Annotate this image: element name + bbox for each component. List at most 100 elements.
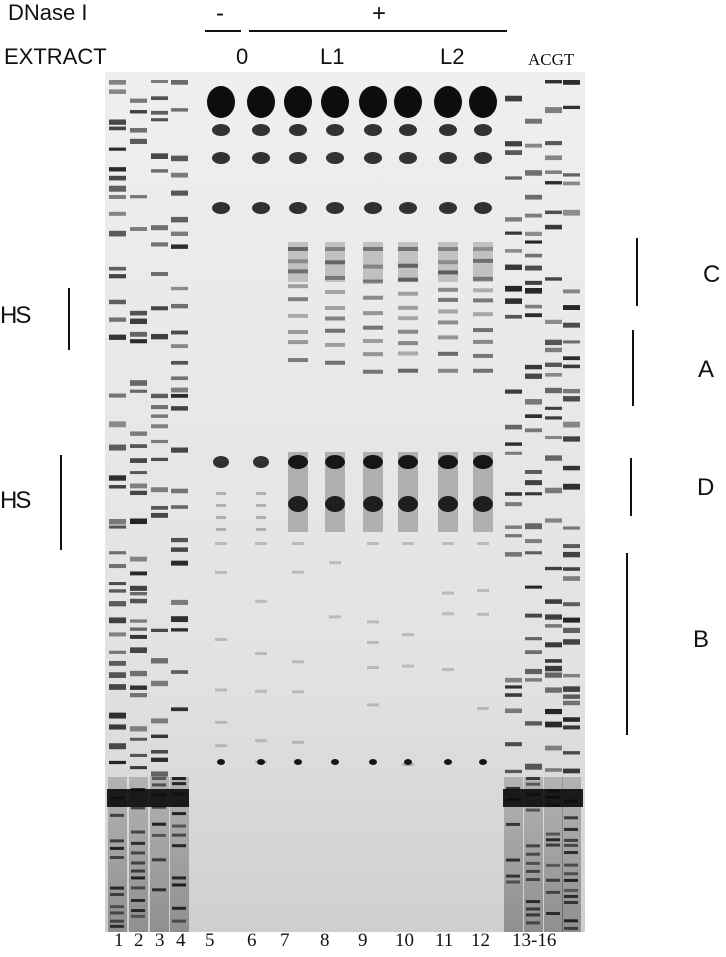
- ladder-band: [130, 444, 147, 448]
- band: [438, 335, 458, 340]
- ladder-band: [109, 601, 126, 607]
- band: [402, 542, 414, 545]
- band: [252, 124, 270, 136]
- ladder-band: [545, 642, 562, 648]
- band: [363, 455, 383, 469]
- band: [326, 124, 344, 136]
- ladder-band: [152, 777, 166, 780]
- ladder-band: [151, 424, 168, 429]
- ladder-band: [171, 172, 188, 178]
- region-d-label: D: [697, 474, 715, 501]
- ladder-band: [564, 901, 578, 905]
- ladder-band: [546, 863, 560, 867]
- lane-smear: [288, 452, 308, 532]
- ladder-band: [110, 919, 124, 923]
- ladder-band: [171, 406, 188, 411]
- band: [367, 666, 379, 670]
- dnase-minus: -: [216, 0, 224, 27]
- ladder-band: [131, 914, 145, 918]
- band: [256, 504, 266, 507]
- band: [212, 202, 230, 214]
- ladder-band: [130, 339, 147, 344]
- ladder-band: [109, 421, 126, 428]
- ladder-band: [109, 617, 126, 624]
- ladder-band: [525, 213, 542, 218]
- ladder-band: [110, 886, 124, 890]
- ladder-band: [130, 685, 147, 690]
- band: [399, 202, 417, 214]
- ladder-band: [563, 80, 580, 85]
- ladder-band: [526, 861, 540, 865]
- band: [255, 739, 267, 743]
- band: [477, 612, 489, 616]
- ladder-band: [505, 285, 522, 292]
- ladder-band: [546, 832, 560, 836]
- ladder-band: [151, 405, 168, 410]
- ladder-band: [151, 487, 168, 493]
- band: [398, 368, 418, 373]
- ladder-band: [563, 388, 580, 394]
- band: [473, 276, 493, 281]
- dnase-minus-bar: [205, 30, 241, 32]
- ladder-band: [505, 708, 522, 714]
- band: [326, 152, 344, 164]
- band: [367, 641, 379, 645]
- band: [404, 759, 412, 765]
- ladder-band: [171, 360, 188, 365]
- ladder-band: [130, 483, 147, 489]
- ladder-band: [545, 599, 562, 604]
- ladder-band: [545, 155, 562, 161]
- ladder-band: [131, 861, 145, 865]
- ladder-band: [525, 231, 542, 236]
- band: [398, 305, 418, 310]
- ladder-band: [545, 665, 562, 672]
- full-length-band: [247, 86, 275, 118]
- band: [215, 637, 227, 641]
- full-length-band: [469, 86, 497, 118]
- band: [213, 456, 229, 468]
- ladder-band: [525, 480, 542, 486]
- ladder-band: [563, 209, 580, 216]
- ladder-band: [171, 387, 188, 393]
- ladder-band: [130, 195, 147, 199]
- ladder-bottom-band: [503, 789, 583, 807]
- ladder-band: [563, 567, 580, 571]
- ladder-band: [110, 911, 124, 915]
- full-length-band: [359, 86, 387, 118]
- ladder-band: [545, 745, 562, 751]
- ladder-band: [152, 833, 166, 837]
- band: [399, 152, 417, 164]
- band: [255, 652, 267, 656]
- lane-smear: [398, 242, 418, 282]
- band: [473, 368, 493, 373]
- ladder-band: [130, 431, 147, 436]
- ladder-band: [505, 534, 522, 538]
- band: [438, 309, 458, 314]
- band: [439, 152, 457, 164]
- band: [398, 277, 418, 282]
- band: [216, 528, 226, 531]
- region-a-label: A: [698, 356, 715, 383]
- ladder-band: [171, 190, 188, 196]
- ladder-band: [563, 364, 580, 369]
- ladder-band: [505, 298, 522, 304]
- band: [438, 320, 458, 325]
- lane-number-3: 3: [155, 930, 165, 951]
- ladder-band: [171, 216, 188, 223]
- band: [364, 202, 382, 214]
- ladder-band: [545, 566, 562, 571]
- ladder-band: [130, 556, 147, 562]
- ladder-band: [151, 118, 168, 122]
- band: [257, 759, 265, 765]
- band: [369, 759, 377, 765]
- extract-group-l2: L2: [440, 44, 465, 69]
- band: [288, 340, 308, 345]
- ladder-band: [563, 105, 580, 110]
- ladder-band: [505, 525, 522, 529]
- ladder-band: [109, 589, 126, 593]
- ladder-smear: [129, 777, 148, 932]
- ladder-band: [545, 624, 562, 628]
- band: [398, 496, 418, 512]
- ladder-band: [525, 428, 542, 433]
- ladder-band: [131, 841, 145, 845]
